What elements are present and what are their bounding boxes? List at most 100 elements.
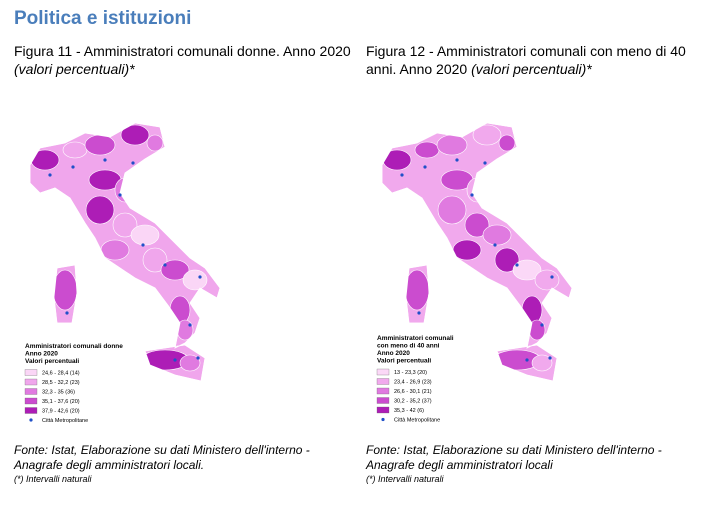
province: [160, 259, 190, 281]
caption-text: Figura 12 - Amministratori comunali con …: [366, 43, 686, 77]
metro-city: [188, 323, 192, 327]
legend-swatch: [376, 397, 390, 404]
legend-label: 26,6 - 30,1 (21): [394, 389, 432, 395]
province: [414, 141, 440, 159]
metro-city: [131, 161, 135, 165]
metro-city: [540, 323, 544, 327]
source: Fonte: Istat, Elaborazione su dati Minis…: [366, 443, 662, 472]
province: [169, 295, 191, 325]
metro-city: [483, 161, 487, 165]
outline: [53, 264, 78, 324]
legend-title: Anno 2020: [377, 350, 410, 357]
caption-text: Figura 11 - Amministratori comunali donn…: [14, 43, 351, 59]
metro-city: [550, 275, 554, 279]
legend-title: Amministratori comunali donne: [25, 343, 123, 350]
legend-title: Valori percentuali: [25, 358, 79, 365]
source: Fonte: Istat, Elaborazione su dati Minis…: [14, 443, 310, 472]
metro-city: [493, 243, 497, 247]
note: (*) Intervalli naturali: [366, 474, 444, 484]
province: [466, 177, 488, 203]
metro-city: [417, 311, 421, 315]
legend-label: 32,3 - 35 (36): [42, 390, 75, 396]
legend-label: 30,2 - 35,2 (37): [394, 399, 432, 405]
legend-label: 28,5 - 32,2 (23): [42, 380, 80, 386]
metro-city: [196, 356, 200, 360]
legend-swatch: [24, 369, 38, 376]
metro-city: [65, 311, 69, 315]
legend-label: 24,6 - 28,4 (14): [42, 371, 80, 377]
province: [512, 259, 542, 281]
provinces: [382, 124, 560, 372]
province: [146, 134, 164, 152]
legend-swatch: [24, 378, 38, 386]
legend-swatch: [376, 368, 390, 376]
province: [112, 212, 138, 238]
province: [464, 212, 490, 238]
outline: [496, 344, 558, 382]
province: [472, 124, 502, 146]
note: (*) Intervalli naturali: [14, 474, 92, 484]
province: [531, 354, 553, 372]
legend-title: Anno 2020: [25, 351, 58, 358]
metro-city: [423, 165, 427, 169]
legend-swatch: [376, 406, 390, 414]
province: [494, 247, 520, 273]
province: [436, 134, 468, 156]
province: [84, 134, 116, 156]
caption-note: (valori percentuali)*: [14, 61, 135, 77]
province: [452, 239, 482, 261]
province: [404, 269, 430, 311]
metro-city: [118, 193, 122, 197]
metro-city: [525, 358, 529, 362]
provinces: [30, 124, 208, 372]
province: [437, 195, 467, 225]
metro-city: [515, 263, 519, 267]
outline: [29, 122, 221, 349]
metro-city: [470, 193, 474, 197]
legend-title: con meno di 40 anni: [377, 343, 440, 350]
legend-label: 35,1 - 37,6 (20): [42, 399, 80, 405]
metro-city: [71, 165, 75, 169]
legend-swatch: [24, 407, 38, 414]
metro-city: [173, 358, 177, 362]
province: [521, 295, 543, 325]
legend-metro-dot: [381, 417, 385, 422]
province: [30, 149, 60, 171]
legend-title: Amministratori comunali: [377, 335, 454, 342]
province: [534, 269, 560, 291]
metro-city: [455, 158, 459, 162]
province: [142, 247, 168, 273]
legend-swatch: [376, 387, 390, 395]
province: [179, 354, 201, 372]
legend-swatch: [376, 378, 390, 385]
figure-caption: Figura 11 - Amministratori comunali donn…: [14, 42, 354, 78]
legend-swatch: [24, 388, 38, 395]
metro-city: [103, 158, 107, 162]
section-title: Politica e istituzioni: [14, 8, 192, 29]
metro-city: [400, 173, 404, 177]
province: [382, 149, 412, 171]
legend-label: 37,9 - 42,6 (20): [42, 409, 80, 415]
metro-city: [141, 243, 145, 247]
legend-label: 13 - 23,3 (20): [394, 370, 427, 376]
outline: [405, 264, 430, 324]
province: [52, 269, 78, 311]
province: [498, 134, 516, 152]
legend-swatch: [24, 397, 38, 405]
figure-caption: Figura 12 - Amministratori comunali con …: [366, 42, 706, 78]
province: [114, 177, 136, 203]
legend-label: Città Metropolitane: [394, 418, 440, 424]
italy: [381, 122, 573, 382]
outline: [381, 122, 573, 349]
legend-label: Città Metropolitane: [42, 418, 88, 424]
legend-metro-dot: [29, 418, 33, 422]
metro-city: [198, 275, 202, 279]
province: [100, 239, 130, 261]
metro-city: [163, 263, 167, 267]
legend-label: 23,4 - 26,9 (23): [394, 380, 432, 386]
legend-label: 35,3 - 42 (6): [394, 408, 424, 414]
province: [62, 141, 88, 159]
